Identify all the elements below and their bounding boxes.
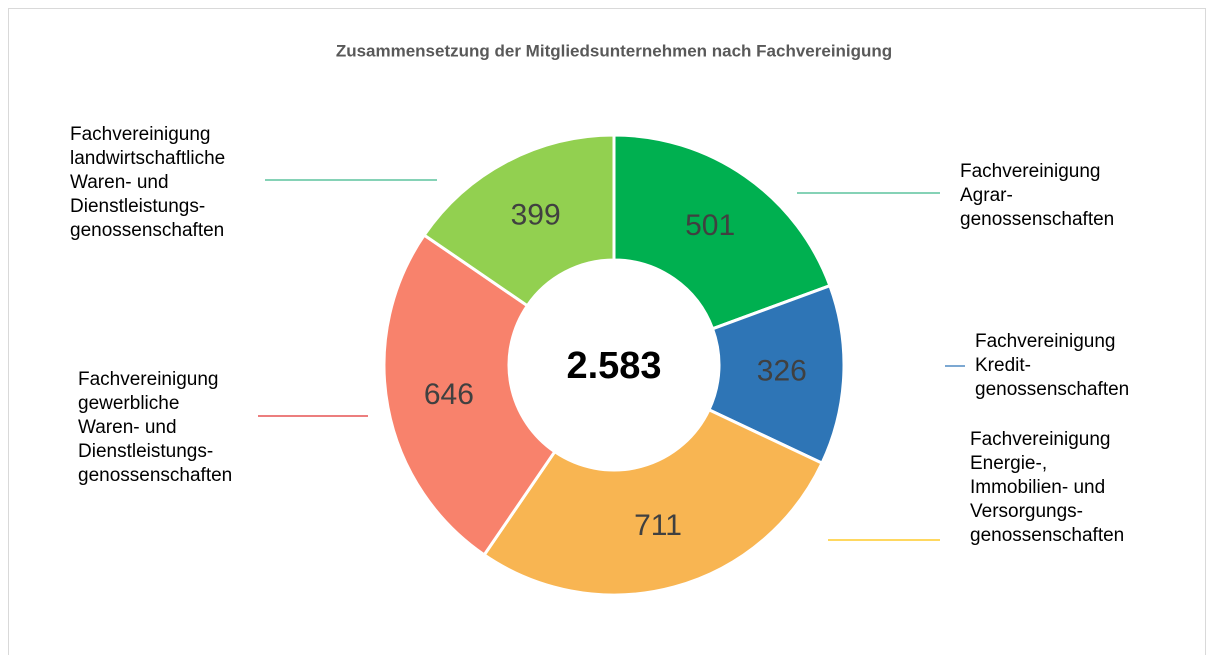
category-label: Fachvereinigung gewerbliche Waren- und D… (78, 369, 233, 486)
category-label: Fachvereinigung landwirtschaftliche Ware… (70, 124, 226, 241)
category-label: Fachvereinigung Agrar- genossenschaften (960, 161, 1115, 230)
category-label: Fachvereinigung Kredit- genossenschaften (975, 331, 1130, 400)
value-label: 646 (424, 378, 474, 411)
donut-slice (382, 233, 557, 557)
donut-slice (612, 133, 832, 331)
value-label: 501 (685, 209, 735, 242)
category-label: Fachvereinigung Energie-, Immobilien- un… (970, 429, 1125, 546)
value-label: 326 (757, 354, 807, 387)
donut-slice (706, 283, 846, 466)
center-label: 2.583 (566, 345, 661, 387)
donut-slice (422, 133, 616, 308)
donut-slice (482, 407, 825, 597)
chart-title: Zusammensetzung der Mitgliedsunternehmen… (336, 41, 892, 60)
value-label: 711 (634, 509, 682, 542)
chart-frame (8, 8, 1206, 655)
value-label: 399 (511, 198, 561, 231)
